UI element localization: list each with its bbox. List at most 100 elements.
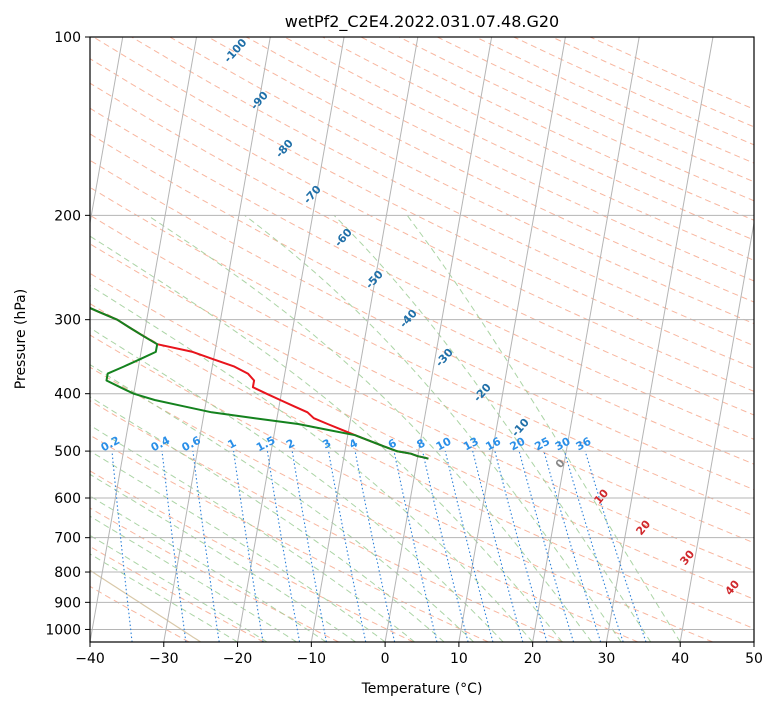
isotherm-line bbox=[310, 37, 419, 642]
y-tick-label-100: 100 bbox=[54, 30, 81, 46]
y-tick-label-200: 200 bbox=[54, 208, 81, 224]
mixing-ratio-line bbox=[518, 450, 575, 642]
mixing-ratio-line bbox=[161, 451, 187, 642]
x-axis-label: Temperature (°C) bbox=[361, 681, 483, 697]
isotherm-line bbox=[753, 639, 754, 642]
moist-adiabat-line bbox=[90, 473, 356, 642]
moist-adiabat-line bbox=[406, 215, 681, 642]
dry-adiabat-line bbox=[90, 214, 754, 544]
mixing-ratio-line bbox=[233, 451, 264, 642]
x-tick-label-10: −10 bbox=[297, 651, 327, 667]
mixing-ratio-line bbox=[444, 450, 494, 642]
dry-adiabat-line bbox=[90, 470, 414, 642]
mixing-ratio-line bbox=[563, 450, 624, 642]
series-layer bbox=[90, 306, 429, 460]
x-tick-label-20: 20 bbox=[524, 651, 542, 667]
isotherm-line bbox=[458, 37, 566, 642]
mixing-ratio-line bbox=[543, 450, 602, 642]
mixing-ratio-label-25: 25 bbox=[532, 435, 552, 454]
moist-adiabat-line bbox=[90, 424, 415, 642]
moist-adiabat-line bbox=[90, 495, 327, 642]
y-tick-label-800: 800 bbox=[54, 565, 81, 581]
mixing-ratio-label-20: 20 bbox=[508, 435, 528, 454]
mixing-ratio-line bbox=[192, 451, 220, 642]
dry-adiabat-line bbox=[90, 434, 489, 642]
mixing-ratio-label-36: 36 bbox=[574, 435, 594, 454]
dry-adiabat-line bbox=[90, 133, 754, 465]
dry-adiabat-line bbox=[90, 186, 754, 517]
moist-adiabat-line bbox=[90, 364, 474, 642]
dry-adiabat-line bbox=[90, 159, 754, 491]
moist-adiabat-label-30: 30 bbox=[677, 547, 697, 567]
grid-layer bbox=[90, 37, 754, 642]
dry-adiabat-label-10: -10 bbox=[509, 416, 532, 440]
dry-adiabat-line bbox=[90, 545, 265, 642]
dry-adiabat-line bbox=[437, 37, 754, 183]
dry-adiabat-line bbox=[90, 243, 754, 572]
dry-adiabat-label-70: -70 bbox=[301, 183, 324, 207]
y-tick-label-900: 900 bbox=[54, 595, 81, 611]
mixing-ratio-line bbox=[393, 450, 438, 642]
dry-adiabat-line bbox=[90, 272, 754, 600]
mixing-ratio-label-1: 1 bbox=[226, 436, 239, 451]
dry-adiabat-line bbox=[90, 303, 754, 630]
dry-adiabat-line bbox=[90, 58, 754, 392]
dry-adiabat-label-100: -100 bbox=[221, 36, 249, 65]
mixing-ratio-line bbox=[111, 451, 133, 642]
moist-adiabat-label-40: 40 bbox=[722, 577, 742, 597]
dry-adiabat-line bbox=[513, 37, 754, 146]
y-tick-label-300: 300 bbox=[54, 313, 81, 329]
plot-frame bbox=[89, 36, 755, 643]
mixing-ratio-line bbox=[327, 451, 367, 642]
moist-adiabat-label-20: 20 bbox=[633, 517, 653, 537]
moist-adiabat-label-0: 0 bbox=[553, 456, 568, 470]
y-axis-label: Pressure (hPa) bbox=[13, 289, 29, 389]
mixing-ratio-label-30: 30 bbox=[553, 435, 573, 454]
dry-adiabat-label-40: -40 bbox=[397, 307, 420, 331]
dry-adiabat-line bbox=[90, 366, 639, 642]
dry-adiabat-line bbox=[90, 400, 564, 642]
isotherm-line bbox=[90, 37, 198, 642]
isotherm-line bbox=[163, 37, 271, 642]
moist-adiabat-line bbox=[90, 553, 238, 642]
dry-adiabat-line bbox=[169, 37, 754, 325]
mixing-ratio-line bbox=[291, 451, 327, 642]
mixing-ratio-label-16: 16 bbox=[483, 435, 503, 454]
reference-curve bbox=[90, 569, 202, 642]
dry-adiabat-line bbox=[90, 107, 754, 440]
isotherm-line bbox=[679, 220, 754, 642]
dry-adiabat-line bbox=[284, 37, 754, 261]
dry-adiabat-line bbox=[398, 37, 754, 202]
y-tick-label-700: 700 bbox=[54, 531, 81, 547]
isotherm-line bbox=[90, 37, 124, 226]
dry-adiabat-line bbox=[131, 37, 754, 347]
dewpoint-profile-line bbox=[90, 306, 429, 460]
mixing-ratio-line bbox=[472, 450, 524, 642]
isotherm-line bbox=[237, 37, 345, 642]
chart-title: wetPf2_C2E4.2022.031.07.48.G20 bbox=[285, 12, 559, 32]
line-label-layer: 0.1 0.2 0.4 0.6 1 1.5 2 3 4 6 8 10 13 16 20 25 30 36-100-… bbox=[99, 36, 743, 598]
moist-adiabat-line bbox=[90, 450, 386, 642]
moist-adiabat-line bbox=[90, 235, 563, 642]
dry-adiabat-line bbox=[90, 82, 754, 416]
mixing-ratio-label-10: 10 bbox=[434, 435, 454, 454]
x-tick-label-40: −40 bbox=[75, 651, 105, 667]
dry-adiabat-label-80: -80 bbox=[273, 137, 296, 161]
x-tick-label-30: 30 bbox=[598, 651, 616, 667]
mixing-ratio-line bbox=[494, 450, 548, 642]
y-tick-label-400: 400 bbox=[54, 387, 81, 403]
moist-adiabat-line bbox=[244, 214, 622, 642]
isotherm-line bbox=[605, 37, 714, 642]
mixing-ratio-label-4: 4 bbox=[347, 436, 360, 451]
moist-adiabat-label-10: 10 bbox=[591, 486, 611, 506]
x-tick-label-20: −20 bbox=[223, 651, 253, 667]
x-tick-label-50: 50 bbox=[745, 651, 763, 667]
dry-adiabat-line bbox=[360, 37, 754, 221]
y-tick-label-500: 500 bbox=[54, 444, 81, 460]
x-tick-label-30: −30 bbox=[149, 651, 179, 667]
dry-adiabat-line bbox=[90, 507, 339, 642]
dry-adiabat-line bbox=[589, 37, 754, 110]
x-tick-label-10: 10 bbox=[450, 651, 468, 667]
moist-adiabat-line bbox=[90, 327, 504, 642]
